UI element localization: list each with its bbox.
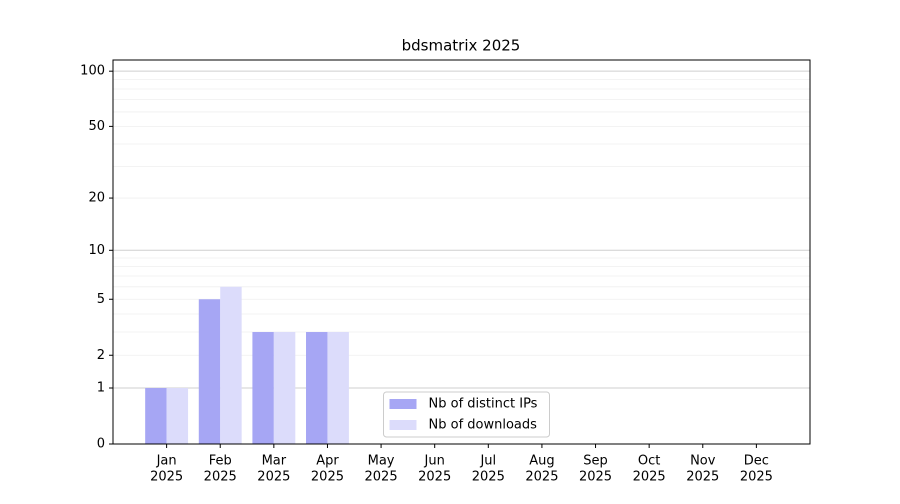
x-tick-label: 2025 [579, 470, 612, 485]
x-tick-label: 2025 [525, 470, 558, 485]
x-tick-label: 2025 [257, 470, 290, 485]
legend: Nb of distinct IPs Nb of downloads [383, 391, 550, 438]
x-tick-label: 2025 [365, 470, 398, 485]
plot-frame [112, 59, 811, 445]
x-tick-label: Jul [479, 454, 496, 469]
x-tick-label: Nov [690, 454, 716, 469]
legend-label: Nb of downloads [429, 418, 538, 433]
y-tick-label: 10 [88, 243, 105, 258]
bar [252, 332, 274, 444]
x-tick-label: Feb [209, 454, 232, 469]
x-tick-label: 2025 [150, 470, 183, 485]
x-tick-label: Oct [638, 454, 660, 469]
y-tick-label: 2 [97, 348, 105, 363]
x-tick-label: Jun [424, 454, 445, 469]
legend-label: Nb of distinct IPs [429, 397, 538, 412]
x-tick-label: Aug [529, 454, 554, 469]
x-tick-label: Dec [744, 454, 769, 469]
y-tick-label: 100 [80, 64, 105, 79]
bar [145, 388, 167, 444]
bar [327, 332, 349, 444]
y-tick-label: 20 [88, 191, 105, 206]
y-tick-label: 5 [97, 292, 105, 307]
x-tick-label: Jan [156, 454, 177, 469]
x-tick-label: May [368, 454, 395, 469]
bar [306, 332, 328, 444]
x-tick-label: 2025 [311, 470, 344, 485]
x-tick-label: 2025 [472, 470, 505, 485]
bar [166, 388, 189, 444]
y-tick-label: 50 [88, 119, 105, 134]
y-tick-label: 0 [97, 437, 105, 452]
bar [220, 286, 242, 444]
chart-title: bdsmatrix 2025 [402, 37, 521, 55]
bar [273, 332, 296, 444]
x-tick-label: 2025 [418, 470, 451, 485]
x-tick-label: Mar [262, 454, 287, 469]
x-tick-label: 2025 [633, 470, 666, 485]
x-tick-label: 2025 [686, 470, 719, 485]
legend-swatch [389, 420, 417, 430]
bar [198, 299, 221, 444]
legend-box [383, 391, 550, 438]
x-tick-label: Apr [316, 454, 339, 469]
legend-swatch [389, 399, 417, 409]
y-tick-label: 1 [97, 381, 105, 396]
x-tick-label: 2025 [204, 470, 237, 485]
x-tick-label: Sep [583, 454, 608, 469]
x-tick-label: 2025 [740, 470, 773, 485]
